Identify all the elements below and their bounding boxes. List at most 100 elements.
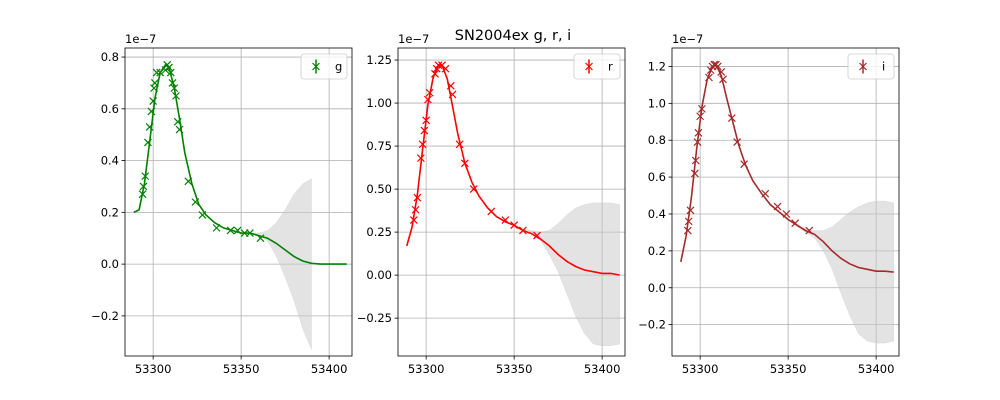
data-point-g xyxy=(166,68,175,77)
data-point-r xyxy=(501,216,510,224)
panel-plot-area xyxy=(680,60,894,344)
data-point-r xyxy=(510,221,519,230)
data-point-i xyxy=(733,138,742,146)
y-tick-label: 0.6 xyxy=(648,170,666,184)
data-point-i xyxy=(705,73,713,82)
y-tick-label: 0.6 xyxy=(101,102,119,116)
y-tick-label: 0.75 xyxy=(366,139,392,153)
x-tick-label: 53400 xyxy=(858,362,895,376)
y-tick-label: 0.2 xyxy=(648,244,666,258)
data-point-i xyxy=(761,189,770,198)
data-point-g xyxy=(149,97,158,105)
data-point-i xyxy=(683,226,692,235)
data-point-i xyxy=(697,104,706,113)
data-point-g xyxy=(191,198,200,206)
y-offset-text: 1e−7 xyxy=(125,32,156,46)
data-point-r xyxy=(416,154,425,163)
data-point-i xyxy=(719,75,727,84)
y-tick-label: 0.00 xyxy=(366,268,392,282)
uncertainty-band-i xyxy=(680,64,894,344)
data-point-g xyxy=(156,68,165,77)
legend-marker xyxy=(312,62,320,71)
x-tick-label: 53300 xyxy=(682,362,719,376)
data-point-r xyxy=(425,88,434,97)
data-point-g xyxy=(212,223,221,232)
data-point-g xyxy=(161,66,170,74)
model-line-g xyxy=(133,63,347,265)
legend-label: g xyxy=(335,60,342,74)
y-tick-label: −0.2 xyxy=(91,309,119,323)
data-point-i xyxy=(740,160,749,169)
y-tick-label: 0.8 xyxy=(101,50,119,64)
data-point-g xyxy=(141,172,150,181)
data-point-i xyxy=(693,138,702,146)
data-point-g xyxy=(147,107,156,116)
legend-label: r xyxy=(608,60,613,74)
y-tick-label: 0.25 xyxy=(366,225,392,239)
data-point-g xyxy=(173,117,182,126)
legend-label: i xyxy=(882,60,885,74)
y-tick-label: 1.25 xyxy=(366,53,392,67)
y-tick-label: 0.0 xyxy=(648,281,666,295)
y-tick-label: 1.0 xyxy=(648,96,666,110)
data-point-g xyxy=(256,234,265,243)
y-tick-label: 1.2 xyxy=(648,59,666,73)
x-tick-label: 53350 xyxy=(496,362,533,376)
data-point-r xyxy=(519,226,527,235)
axes-frame xyxy=(124,47,353,357)
y-tick-label: −0.2 xyxy=(638,318,666,332)
legend-box xyxy=(300,53,348,80)
data-point-i xyxy=(686,206,695,215)
axes-frame xyxy=(397,47,626,357)
data-point-g xyxy=(184,177,193,186)
data-point-i xyxy=(684,217,693,226)
y-tick-label: 0.0 xyxy=(101,257,119,271)
data-point-g xyxy=(143,138,152,147)
data-point-i xyxy=(727,114,736,123)
data-point-g xyxy=(138,190,147,199)
legend-box xyxy=(847,53,895,80)
data-point-g xyxy=(165,63,173,72)
data-point-r xyxy=(455,140,464,149)
data-point-g xyxy=(246,229,254,237)
legend-marker xyxy=(585,62,593,71)
panel-plot-area xyxy=(133,60,347,350)
data-point-i xyxy=(773,202,782,211)
data-point-r xyxy=(420,126,429,135)
data-point-r xyxy=(422,116,431,125)
data-point-g xyxy=(175,125,184,134)
model-line-i xyxy=(680,63,894,273)
panel-plot-area xyxy=(406,61,620,346)
y-tick-label: 1.00 xyxy=(366,96,392,110)
data-point-g xyxy=(168,79,177,87)
x-tick-label: 53400 xyxy=(311,362,348,376)
figure-suptitle: SN2004ex g, r, i xyxy=(455,28,571,44)
data-point-g xyxy=(150,79,159,87)
panel-i: 53300 53350 53400 −0.2 0.0 0.2 0.4 0.6 0.8 1.0 1.2… xyxy=(638,32,900,376)
legend-box xyxy=(573,53,621,80)
legend-r: r xyxy=(573,53,621,80)
data-point-g xyxy=(233,226,242,235)
data-point-i xyxy=(717,68,726,76)
data-point-r xyxy=(413,193,422,202)
data-point-i xyxy=(791,219,800,228)
data-point-r xyxy=(448,90,457,99)
data-point-g xyxy=(226,226,235,235)
uncertainty-band-g xyxy=(133,64,312,350)
y-tick-label: 0.4 xyxy=(101,154,119,168)
data-point-r xyxy=(418,140,427,149)
x-tick-label: 53350 xyxy=(223,362,260,376)
data-point-i xyxy=(805,226,814,235)
y-offset-text: 1e−7 xyxy=(672,32,703,46)
data-point-r xyxy=(487,207,496,216)
y-tick-label: −0.25 xyxy=(357,311,392,325)
y-tick-label: 0.8 xyxy=(648,133,666,147)
data-point-g xyxy=(198,211,207,219)
data-point-r xyxy=(431,69,439,78)
data-point-r xyxy=(469,185,478,194)
data-point-i xyxy=(690,169,699,178)
data-point-i xyxy=(696,112,705,121)
data-point-r xyxy=(460,159,469,168)
data-point-r xyxy=(434,61,443,70)
